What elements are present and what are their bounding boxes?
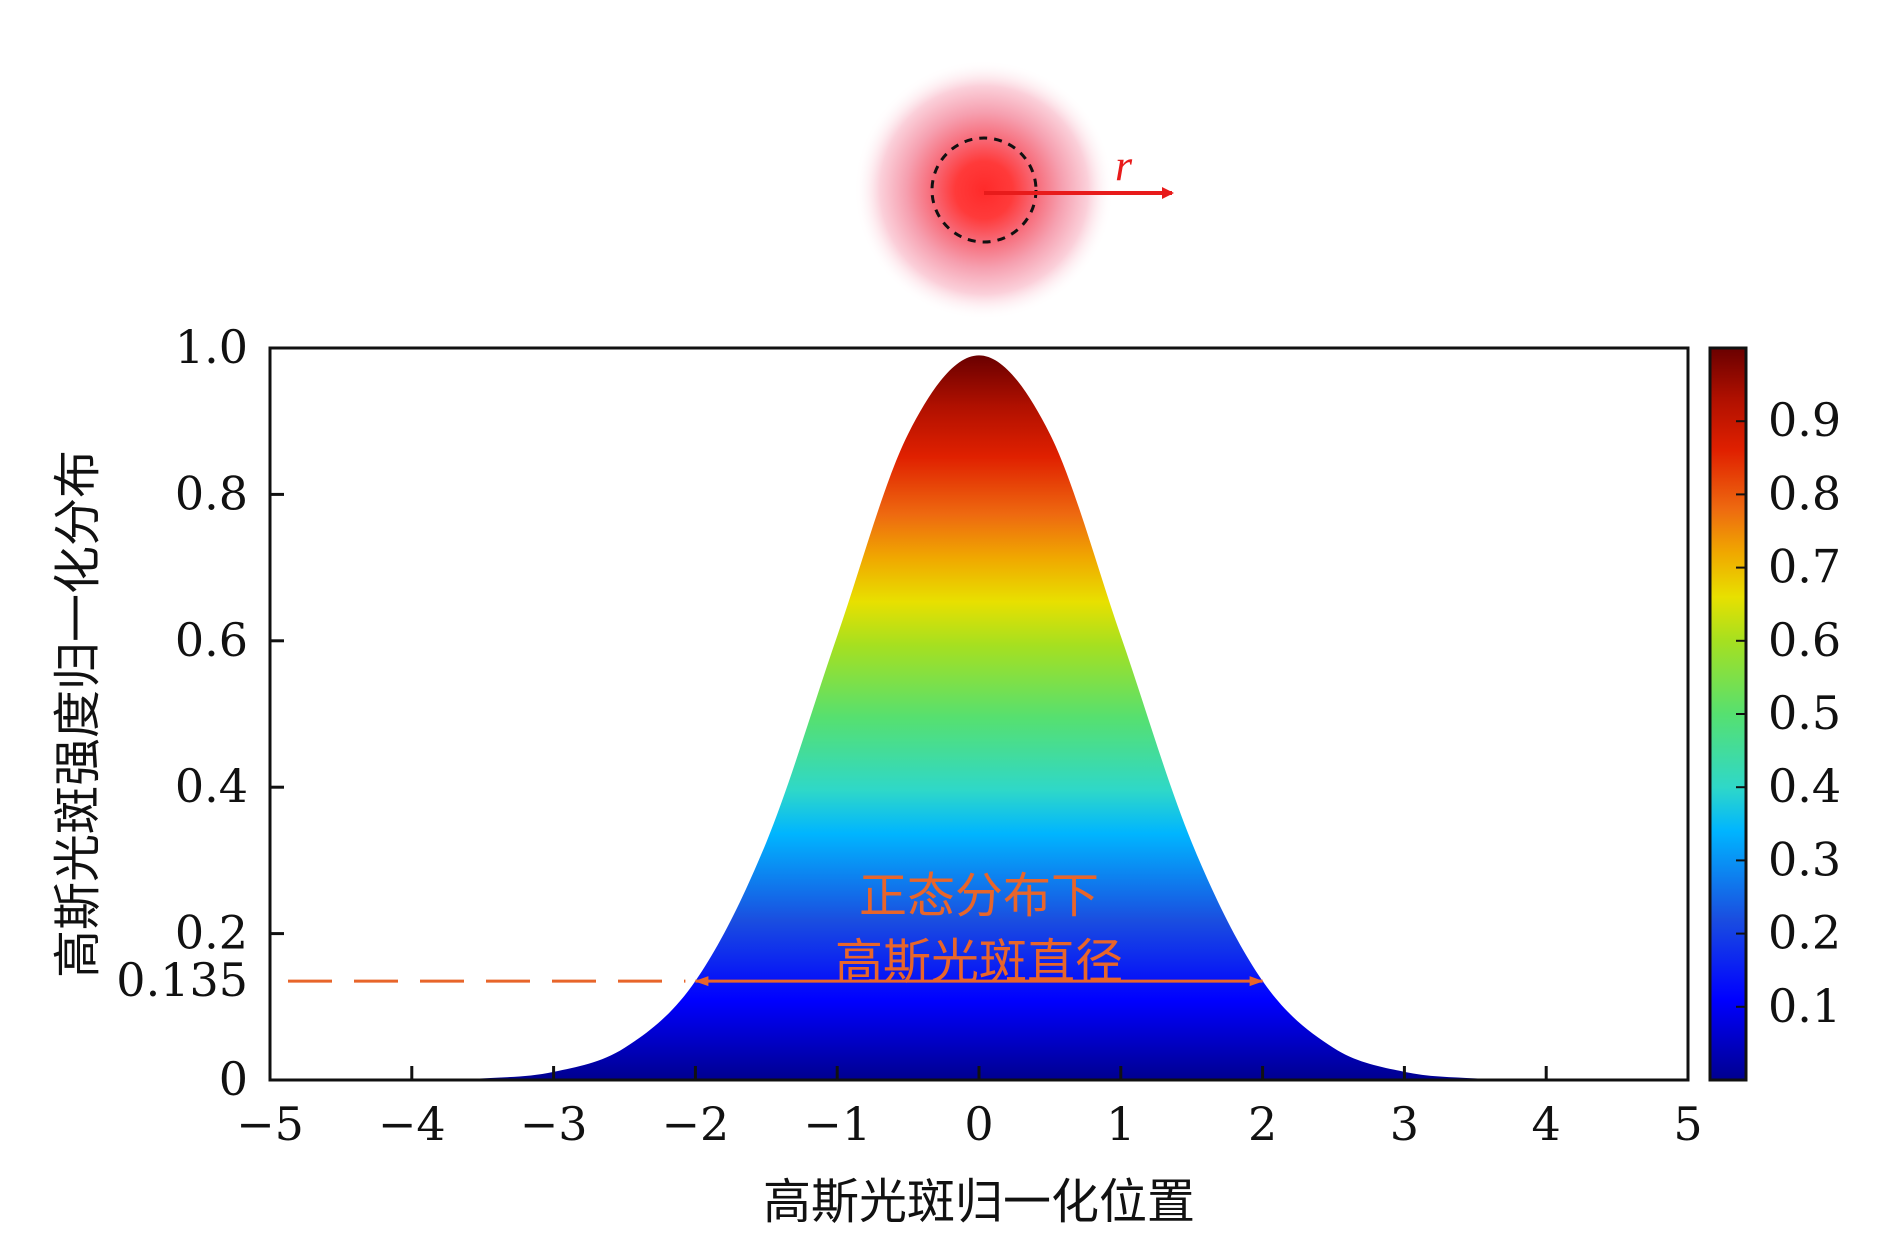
y-tick-label: 0.8 [175,466,248,520]
x-tick-label: −1 [803,1097,871,1151]
x-axis: −5 −4 −3 −2 −1 0 1 2 3 4 5 [236,1066,1703,1151]
colorbar-tick-label: 0.1 [1768,979,1841,1033]
colorbar-tick-label: 0.2 [1768,906,1841,960]
spot-glow [854,60,1114,320]
colorbar-tick-label: 0.9 [1768,393,1841,447]
colorbar-tick-label: 0.7 [1768,540,1841,594]
x-tick-label: 5 [1673,1097,1702,1151]
annotation-line-1: 正态分布下 [859,868,1099,924]
colorbar-tick-label: 0.4 [1768,759,1841,813]
x-tick-label: 0 [964,1097,993,1151]
y-tick-label: 0 [219,1052,248,1106]
y-tick-label: 1.0 [175,320,248,374]
annotation-line-2: 高斯光斑直径 [835,934,1123,990]
colorbar-tick-label: 0.5 [1768,686,1841,740]
x-tick-label: −4 [378,1097,446,1151]
x-tick-label: 3 [1390,1097,1419,1151]
x-tick-label: −5 [236,1097,304,1151]
x-tick-label: 2 [1248,1097,1277,1151]
colorbar-tick-label: 0.3 [1768,832,1841,886]
y-tick-label: 0.6 [175,613,248,667]
colorbar-tick-label: 0.8 [1768,466,1841,520]
colorbar-tick-label: 0.6 [1768,613,1841,667]
x-tick-label: −3 [520,1097,588,1151]
radius-label: r [1115,141,1133,190]
y-tick-label: 0.4 [175,759,248,813]
y-tick-label: 0.135 [116,953,248,1007]
gaussian-area [270,355,1688,1080]
y-axis-title: 高斯光斑强度归一化分布 [50,450,106,978]
colorbar-axis: 0.1 0.2 0.3 0.4 0.5 0.6 0.7 0.8 0.9 [1736,393,1841,1033]
x-axis-title: 高斯光斑归一化位置 [763,1174,1195,1230]
gaussian-spot-inset: r [854,60,1174,320]
x-tick-label: 4 [1532,1097,1561,1151]
x-tick-label: 1 [1106,1097,1135,1151]
spot-core-dashed-circle [930,136,1038,244]
x-tick-label: −2 [661,1097,729,1151]
y-tick-label: 0.2 [175,906,248,960]
